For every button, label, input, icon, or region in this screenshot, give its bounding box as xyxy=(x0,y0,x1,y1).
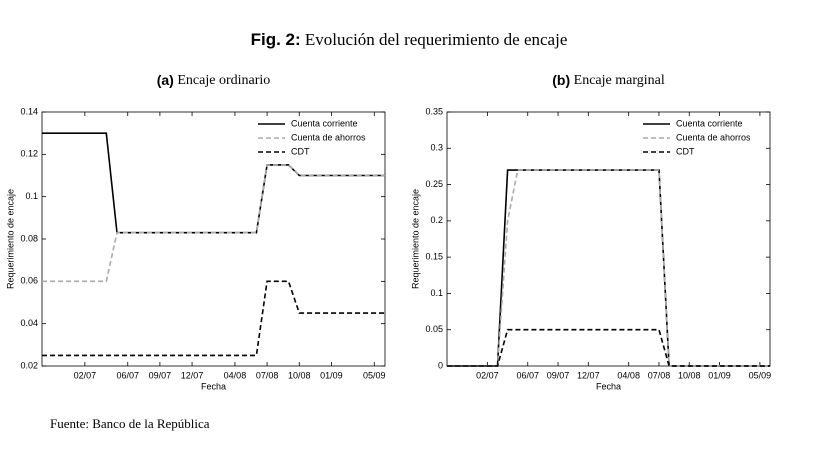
y-tick-label: 0.35 xyxy=(425,106,443,116)
legend-label: Cuenta de ahorros xyxy=(291,132,366,142)
y-tick-label: 0.05 xyxy=(425,324,443,334)
x-tick-label: 06/07 xyxy=(516,370,539,380)
series-line xyxy=(42,132,385,234)
legend-label: Cuenta corriente xyxy=(291,118,358,128)
y-axis-label: Requerimiento de encaje xyxy=(5,189,15,289)
y-tick-label: 0.2 xyxy=(430,215,443,225)
panel-label: (a) xyxy=(157,72,174,88)
x-tick-label: 04/08 xyxy=(224,370,247,380)
x-tick-label: 10/08 xyxy=(678,370,701,380)
x-tick-label: 10/08 xyxy=(288,370,311,380)
y-tick-label: 0.04 xyxy=(20,318,38,328)
x-tick-label: 02/07 xyxy=(74,370,97,380)
panel-title: (a) Encaje ordinario xyxy=(157,72,271,89)
series-line xyxy=(42,280,385,357)
figure-title: Evolución del requerimiento de encaje xyxy=(305,30,567,49)
x-tick-label: 12/07 xyxy=(181,370,204,380)
y-tick-label: 0 xyxy=(438,360,443,370)
legend-label: CDT xyxy=(676,146,695,156)
y-tick-label: 0.08 xyxy=(20,233,38,243)
legend-label: Cuenta de ahorros xyxy=(676,132,751,142)
x-tick-label: 06/07 xyxy=(116,370,139,380)
y-axis-label: Requerimiento de encaje xyxy=(410,189,420,289)
plot-frame xyxy=(446,111,771,367)
x-tick-label: 04/08 xyxy=(617,370,640,380)
series-line xyxy=(42,164,385,283)
x-tick-label: 12/07 xyxy=(577,370,600,380)
series-line xyxy=(447,169,770,367)
legend-label: CDT xyxy=(291,146,310,156)
plot-frame xyxy=(41,111,386,367)
x-tick-label: 07/08 xyxy=(256,370,279,380)
series-line xyxy=(447,328,770,367)
y-tick-label: 0.06 xyxy=(20,276,38,286)
x-tick-label: 09/07 xyxy=(547,370,570,380)
y-tick-label: 0.3 xyxy=(430,143,443,153)
y-tick-label: 0.02 xyxy=(20,360,38,370)
legend-label: Cuenta corriente xyxy=(676,118,743,128)
y-tick-label: 0.1 xyxy=(25,191,38,201)
y-tick-label: 0.12 xyxy=(20,149,38,159)
y-tick-label: 0.1 xyxy=(430,288,443,298)
x-tick-label: 09/07 xyxy=(149,370,172,380)
panel-label: (b) xyxy=(552,72,570,88)
panel-title-text: Encaje ordinario xyxy=(177,73,270,88)
x-tick-label: 01/09 xyxy=(708,370,731,380)
source-note: Fuente: Banco de la República xyxy=(50,416,210,431)
x-axis-label: Fecha xyxy=(596,381,621,391)
y-tick-label: 0.25 xyxy=(425,179,443,189)
panel-title-text: Encaje marginal xyxy=(574,73,665,88)
x-tick-label: 01/09 xyxy=(320,370,343,380)
figure-heading: Fig. 2: Evolución del requerimiento de e… xyxy=(251,30,568,50)
series-line xyxy=(447,169,770,367)
x-tick-label: 05/09 xyxy=(363,370,386,380)
panel-title: (b) Encaje marginal xyxy=(552,72,665,89)
x-tick-label: 05/09 xyxy=(749,370,772,380)
y-tick-label: 0.15 xyxy=(425,252,443,262)
x-tick-label: 02/07 xyxy=(476,370,499,380)
x-axis-label: Fecha xyxy=(201,381,226,391)
y-tick-label: 0.14 xyxy=(20,106,38,116)
x-tick-label: 07/08 xyxy=(648,370,671,380)
figure-label: Fig. 2: xyxy=(251,30,301,49)
